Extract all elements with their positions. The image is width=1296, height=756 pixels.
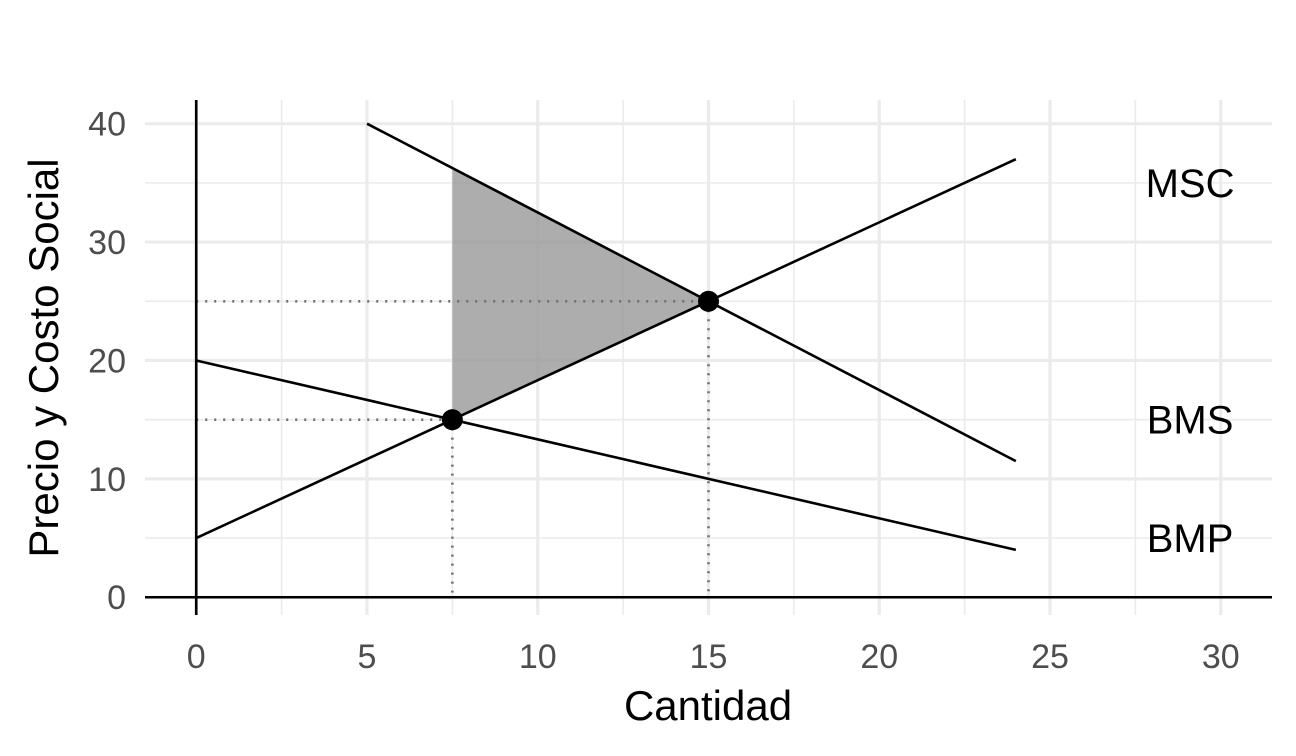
label-layer: MSC BMS BMP [1146, 162, 1235, 561]
axis-layer [145, 100, 1272, 615]
shade-layer [452, 168, 709, 420]
curve-msc [195, 158, 1017, 540]
grid [145, 100, 1272, 615]
deadweight-loss-area [452, 168, 709, 420]
x-tick-label: 0 [187, 638, 206, 676]
x-tick-label: 15 [690, 638, 728, 676]
y-tick-label: 0 [107, 579, 126, 617]
x-tick-label: 25 [1031, 638, 1069, 676]
equilibrium-point [441, 409, 463, 431]
curve-label-msc: MSC [1146, 162, 1235, 206]
y-tick-label: 10 [88, 461, 126, 499]
curve-label-bmp: BMP [1147, 517, 1234, 561]
point-layer [441, 290, 719, 431]
curve-label-bms: BMS [1147, 399, 1234, 443]
x-tick-label: 20 [860, 638, 898, 676]
equilibrium-point [698, 290, 719, 312]
curve-bmp [195, 359, 1017, 552]
tick-layer: 0 5 10 15 20 25 30 0 10 20 30 40 [88, 106, 1240, 676]
x-axis-title: Cantidad [624, 682, 792, 729]
y-tick-label: 30 [88, 224, 126, 262]
x-tick-label: 30 [1202, 638, 1240, 676]
x-tick-label: 10 [519, 638, 557, 676]
x-tick-label: 5 [358, 638, 377, 676]
y-tick-label: 20 [88, 342, 126, 380]
curve-layer [195, 122, 1017, 552]
curve-bms [366, 122, 1017, 463]
y-tick-label: 40 [88, 106, 126, 144]
y-axis-title: Precio y Costo Social [20, 158, 67, 557]
